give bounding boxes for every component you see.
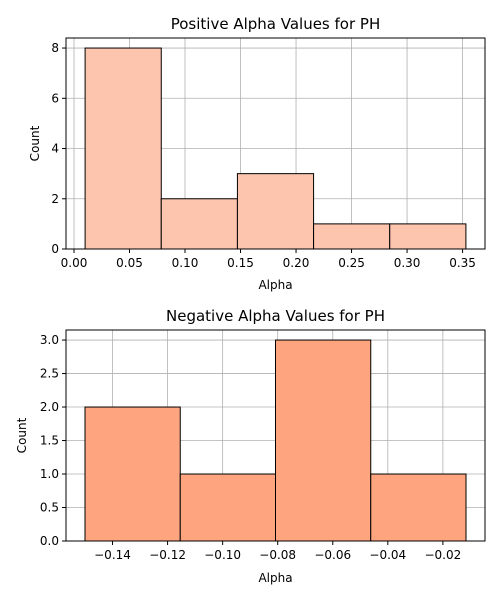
x-axis-label: Alpha xyxy=(258,571,292,585)
x-tick-label: −0.08 xyxy=(259,548,296,562)
histogram-bar xyxy=(389,223,467,250)
x-axis-label: Alpha xyxy=(258,278,292,292)
negative-alpha-histogram: Negative Alpha Values for PH −0.14 −0.12 −… xyxy=(15,307,486,585)
y-tick-label: 2 xyxy=(51,192,59,206)
y-tick-label: 2.0 xyxy=(40,400,59,414)
histogram-bar xyxy=(236,173,315,250)
x-tick-label: −0.10 xyxy=(204,548,241,562)
x-tick-label: 0.20 xyxy=(283,256,310,270)
y-tick-label: 2.5 xyxy=(40,367,59,381)
y-tick-label: 1.0 xyxy=(40,467,59,481)
x-tick-label: 0.15 xyxy=(227,256,254,270)
x-tick-label: −0.02 xyxy=(424,548,461,562)
plot-frame xyxy=(65,37,486,250)
histogram-bar xyxy=(84,47,162,250)
x-tick-label: 0.05 xyxy=(116,256,143,270)
x-tick-label: 0.10 xyxy=(172,256,199,270)
plot-frame xyxy=(65,329,486,542)
chart-title: Negative Alpha Values for PH xyxy=(166,307,385,325)
histogram-bar xyxy=(313,223,391,250)
positive-alpha-histogram: Positive Alpha Values for PH 0.00 0.05 0.1… xyxy=(28,15,486,292)
x-tick-label: 0.30 xyxy=(394,256,421,270)
y-tick-label: 3.0 xyxy=(40,333,59,347)
y-axis-label: Count xyxy=(15,417,29,453)
y-axis-label: Count xyxy=(28,125,42,161)
histogram-bar xyxy=(160,198,238,250)
chart-title: Positive Alpha Values for PH xyxy=(171,15,381,33)
histogram-bar xyxy=(179,473,276,542)
y-tick-label: 0.0 xyxy=(40,534,59,548)
y-tick-label: 6 xyxy=(51,91,59,105)
histogram-bar xyxy=(370,473,467,542)
histogram-bar xyxy=(275,339,372,542)
y-tick-label: 8 xyxy=(51,41,59,55)
y-tick-label: 0.5 xyxy=(40,501,59,515)
x-tick-label: −0.12 xyxy=(149,548,186,562)
y-tick-label: 4 xyxy=(51,142,59,156)
x-tick-label: 0.25 xyxy=(338,256,365,270)
x-tick-label: 0.00 xyxy=(61,256,88,270)
histogram-bar xyxy=(84,406,181,542)
y-tick-label: 0 xyxy=(51,242,59,256)
y-tick-label: 1.5 xyxy=(40,434,59,448)
x-tick-label: −0.06 xyxy=(314,548,351,562)
x-tick-label: 0.35 xyxy=(449,256,476,270)
x-tick-label: −0.04 xyxy=(369,548,406,562)
x-tick-label: −0.14 xyxy=(94,548,131,562)
